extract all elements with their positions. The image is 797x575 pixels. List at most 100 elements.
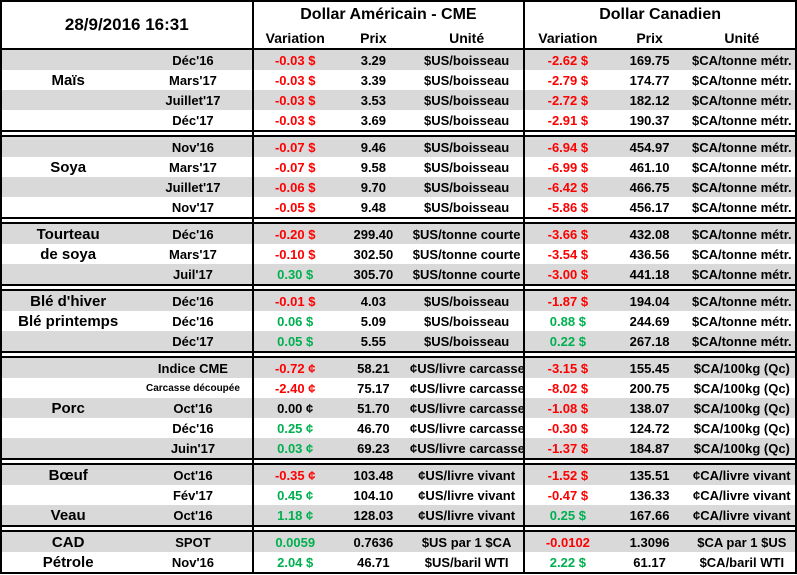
cell-label <box>1 49 135 70</box>
table-row-boeuf-veau: Fév'17 0.45 ¢ 104.10 ¢US/livre vivant -0.47 … <box>1 485 796 505</box>
divider-cell <box>252 458 337 465</box>
divider-cell <box>688 284 796 291</box>
cell-us-unite: $US par 1 $CA <box>409 531 526 552</box>
cell-ca-unite: ¢CA/livre vivant <box>693 487 791 503</box>
cell-us-variation: 0.05 $ <box>252 331 337 352</box>
cell-us-unite: $US/tonne courte <box>409 264 526 285</box>
cell-label: Porc <box>1 398 135 418</box>
cell-us-variation: -2.40 ¢ <box>274 380 316 396</box>
cell-us-unite: ¢US/livre vivant <box>409 485 526 505</box>
divider-cell <box>524 525 611 532</box>
divider-cell <box>134 217 254 224</box>
divider-cell <box>524 130 611 137</box>
divider-cell <box>134 284 254 291</box>
cell-ca-prix: 244.69 <box>629 313 670 329</box>
cell-label: de soya <box>40 245 97 263</box>
cell-ca-unite: $CA/100kg (Qc) <box>688 357 796 378</box>
cell-us-unite: $US/boisseau <box>409 136 526 157</box>
divider-cell <box>610 130 689 137</box>
cell-ca-unite: $CA/100kg (Qc) <box>688 438 796 459</box>
section-divider <box>1 130 796 137</box>
table-row-boeuf-veau: Bœuf Oct'16 -0.35 ¢ 103.48 ¢US/livre vivant -… <box>1 464 796 485</box>
cell-us-unite: ¢US/livre carcasse <box>409 398 526 418</box>
cell-us-unite: $US/boisseau <box>409 177 526 197</box>
cell-label <box>1 264 135 285</box>
cell-ca-prix: 190.37 <box>629 112 670 128</box>
cell-us-prix: 5.09 <box>360 313 387 329</box>
datetime-header: 28/9/2016 16:31 <box>1 1 254 49</box>
cell-us-variation: -0.35 ¢ <box>252 464 337 485</box>
table-row-soya: Juillet'17 -0.06 $9.70 $US/boisseau -6.42 $… <box>1 177 796 197</box>
cell-us-unite: $US/boisseau <box>409 110 526 131</box>
cell-ca-unite: $CA/tonne métr. <box>688 264 796 285</box>
col-header-prix-us: Prix <box>336 28 410 49</box>
cell-ca-variation: -1.08 $ <box>524 398 611 418</box>
cell-month: Nov'16 <box>134 552 254 573</box>
divider-cell <box>409 525 526 532</box>
table-row-soya: Nov'17 -0.05 $ 9.48 $US/boisseau -5.86 $ 456.… <box>1 197 796 218</box>
cell-us-prix: 46.70 <box>357 420 390 436</box>
cell-label <box>1 378 134 398</box>
table-row-porc: Porc Oct'16 0.00 ¢ 51.70 ¢US/livre carcasse -… <box>1 398 796 418</box>
divider-cell <box>610 458 689 465</box>
cell-us-unite: $US/boisseau <box>409 157 526 177</box>
divider-cell <box>134 130 254 137</box>
divider-cell <box>688 217 796 224</box>
cell-ca-variation: 0.22 $ <box>524 331 611 352</box>
cell-us-prix: 305.70 <box>336 264 410 285</box>
cell-ca-unite: $CA/tonne métr. <box>691 112 792 128</box>
cell-month: Nov'16 <box>134 136 254 157</box>
cell-us-unite: ¢US/livre carcasse <box>409 357 526 378</box>
cell-us-variation: 0.00 ¢ <box>252 398 337 418</box>
cell-ca-unite: $CA/tonne métr. <box>691 72 792 88</box>
cell-us-variation: -0.03 $ <box>252 49 337 70</box>
cell-label <box>1 177 135 197</box>
cell-us-prix: 4.03 <box>336 290 410 311</box>
divider-cell <box>1 130 135 137</box>
cell-label: Maïs <box>51 71 85 89</box>
divider-cell <box>610 284 689 291</box>
cell-us-prix: 58.21 <box>336 357 410 378</box>
table-row-porc: Carcasse découpée -2.40 ¢ 75.17 ¢US/livre c… <box>1 378 796 398</box>
cell-us-prix: 5.55 <box>336 331 410 352</box>
cell-ca-variation: 0.88 $ <box>549 313 586 329</box>
table-row-mais: Maïs Mars'17 -0.03 $ 3.39 $US/boisseau -2.79 … <box>1 70 796 90</box>
cell-ca-prix: 461.10 <box>629 159 670 175</box>
cell-ca-prix: 184.87 <box>610 438 689 459</box>
cell-label <box>1 136 135 157</box>
cell-us-variation: -0.03 $ <box>274 112 316 128</box>
divider-cell <box>336 458 410 465</box>
cell-ca-unite: $CA/tonne métr. <box>688 331 796 352</box>
cell-label: Blé printemps <box>18 312 119 330</box>
cell-ca-variation: -0.47 $ <box>547 487 589 503</box>
cell-us-unite: ¢US/livre vivant <box>409 464 526 485</box>
cell-us-variation: 0.45 ¢ <box>277 487 314 503</box>
cell-ca-prix: 200.75 <box>629 380 670 396</box>
cell-ca-prix: 182.12 <box>610 90 689 110</box>
cell-ca-unite: $CA/baril WTI <box>699 554 785 570</box>
divider-cell <box>336 351 410 358</box>
cell-us-unite: ¢US/livre carcasse <box>409 438 526 459</box>
divider-cell <box>252 284 337 291</box>
cell-ca-prix: 441.18 <box>610 264 689 285</box>
cell-label: Blé d'hiver <box>1 290 135 311</box>
cell-ca-unite: $CA/100kg (Qc) <box>688 398 796 418</box>
divider-cell <box>1 458 135 465</box>
cell-ca-prix: 124.72 <box>629 420 670 436</box>
divider-cell <box>524 351 611 358</box>
cell-label <box>1 110 134 131</box>
divider-cell <box>252 525 337 532</box>
cell-us-variation: -0.01 $ <box>252 290 337 311</box>
cell-ca-unite: $CA/tonne métr. <box>688 223 796 244</box>
cell-month: Oct'16 <box>134 505 254 526</box>
cell-ca-prix: 61.17 <box>633 554 666 570</box>
table-row-tourteau-de-soya: Juil'17 0.30 $305.70 $US/tonne courte -3.00… <box>1 264 796 285</box>
cell-month: Nov'17 <box>134 197 254 218</box>
cell-us-unite: ¢US/livre carcasse <box>409 418 526 438</box>
divider-cell <box>336 284 410 291</box>
cell-ca-variation: -2.91 $ <box>547 112 589 128</box>
divider-cell <box>409 217 526 224</box>
cell-us-variation: 0.0059 <box>252 531 337 552</box>
cell-ca-prix: 267.18 <box>610 331 689 352</box>
cell-us-prix: 9.48 <box>360 199 387 215</box>
